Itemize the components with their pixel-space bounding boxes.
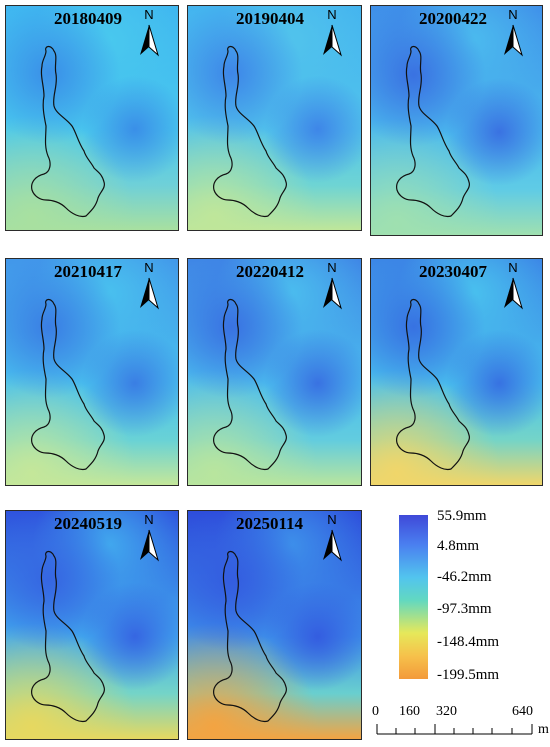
region-outline (31, 45, 105, 218)
map-panel-20200422: 20200422 N (370, 5, 543, 236)
scale-tick-320: 320 (436, 704, 457, 719)
region-outline (396, 45, 470, 218)
scale-tick-160: 160 (399, 704, 420, 719)
panel-date-label: 20250114 (236, 514, 304, 533)
map-panel-20250114: 20250114 N (187, 510, 362, 740)
legend-color-ramp (399, 515, 428, 679)
north-label: N (327, 260, 337, 275)
north-arrow-icon: N (500, 261, 526, 310)
panel-date-label: 20210417 (54, 262, 122, 281)
north-arrow-icon: N (319, 261, 345, 310)
north-label: N (327, 7, 337, 22)
legend-label-5: -148.4mm (437, 634, 500, 650)
north-label: N (144, 7, 154, 22)
panel-date-label: 20200422 (419, 9, 487, 28)
scale-unit: m (538, 722, 549, 737)
region-outline (31, 298, 105, 471)
north-label: N (508, 7, 518, 22)
legend-label-max: 55.9mm (437, 508, 487, 524)
scale-tick-640: 640 (512, 704, 533, 719)
region-outline (213, 298, 287, 471)
map-panel-20220412: 20220412 N (187, 258, 362, 486)
panel-date-label: 20230407 (419, 262, 487, 281)
region-outline (31, 550, 105, 723)
panel-date-label: 20180409 (54, 9, 122, 28)
north-arrow-icon: N (136, 8, 162, 57)
region-outline (213, 550, 287, 723)
legend-label-3: -46.2mm (437, 569, 492, 585)
north-arrow-icon: N (136, 513, 162, 562)
map-panel-20190404: 20190404 N (187, 5, 362, 231)
map-panel-20230407: 20230407 N (370, 258, 543, 486)
map-panel-20240519: 20240519 N (5, 510, 179, 740)
north-label: N (508, 260, 518, 275)
region-outline (396, 298, 470, 471)
map-panel-20180409: 20180409 N (5, 5, 179, 231)
north-label: N (144, 260, 154, 275)
scale-bar (376, 724, 533, 735)
map-panel-20210417: 20210417 N (5, 258, 179, 486)
north-arrow-icon: N (319, 513, 345, 562)
north-arrow-icon: N (500, 8, 526, 57)
legend-label-min: -199.5mm (437, 667, 500, 683)
scale-tick-0: 0 (372, 704, 379, 719)
north-arrow-icon: N (136, 261, 162, 310)
panel-date-label: 20190404 (236, 9, 304, 28)
north-label: N (327, 512, 337, 527)
panel-date-label: 20240519 (54, 514, 122, 533)
region-outline (213, 45, 287, 218)
north-label: N (144, 512, 154, 527)
legend-label-2: 4.8mm (437, 538, 480, 554)
north-arrow-icon: N (319, 8, 345, 57)
legend-label-4: -97.3mm (437, 601, 492, 617)
panel-date-label: 20220412 (236, 262, 304, 281)
